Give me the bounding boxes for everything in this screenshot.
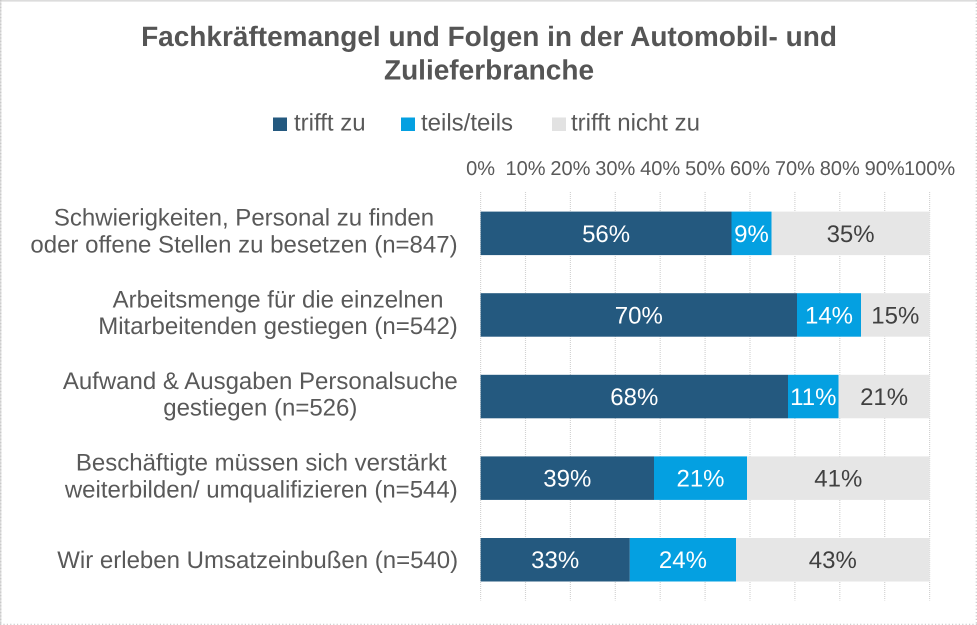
svg-text:trifft zu: trifft zu bbox=[294, 110, 366, 137]
svg-text:24%: 24% bbox=[659, 547, 707, 574]
svg-text:weiterbilden/ umqualifizieren: weiterbilden/ umqualifizieren (n=544) bbox=[64, 476, 458, 503]
svg-text:9%: 9% bbox=[734, 221, 769, 248]
svg-text:Schwierigkeiten, Personal zu f: Schwierigkeiten, Personal zu finden bbox=[54, 205, 434, 232]
svg-text:teils/teils: teils/teils bbox=[421, 110, 513, 137]
svg-text:20%: 20% bbox=[550, 158, 590, 180]
svg-text:90%: 90% bbox=[865, 158, 905, 180]
svg-text:50%: 50% bbox=[685, 158, 725, 180]
svg-text:100%: 100% bbox=[904, 158, 955, 180]
svg-text:10%: 10% bbox=[505, 158, 545, 180]
svg-text:0%: 0% bbox=[466, 158, 495, 180]
svg-text:Mitarbeitenden gestiegen (n=54: Mitarbeitenden gestiegen (n=542) bbox=[98, 313, 458, 340]
svg-text:Arbeitsmenge für die einzelnen: Arbeitsmenge für die einzelnen bbox=[113, 286, 444, 313]
svg-text:43%: 43% bbox=[809, 547, 857, 574]
svg-text:15%: 15% bbox=[871, 302, 919, 329]
svg-text:Fachkräftemangel und Folgen in: Fachkräftemangel und Folgen in der Autom… bbox=[141, 21, 837, 52]
svg-text:gestiegen (n=526): gestiegen (n=526) bbox=[163, 395, 357, 422]
svg-text:Wir erleben Umsatzeinbußen (n=: Wir erleben Umsatzeinbußen (n=540) bbox=[57, 547, 458, 574]
svg-text:trifft nicht zu: trifft nicht zu bbox=[571, 110, 700, 137]
svg-text:60%: 60% bbox=[730, 158, 770, 180]
svg-text:70%: 70% bbox=[615, 302, 663, 329]
svg-text:14%: 14% bbox=[805, 302, 853, 329]
svg-text:68%: 68% bbox=[610, 384, 658, 411]
svg-text:21%: 21% bbox=[676, 466, 724, 493]
svg-text:Beschäftigte müssen sich verst: Beschäftigte müssen sich verstärkt bbox=[76, 450, 447, 477]
svg-text:oder offene Stellen zu besetze: oder offene Stellen zu besetzen (n=847) bbox=[30, 231, 457, 258]
svg-text:33%: 33% bbox=[531, 547, 579, 574]
svg-text:35%: 35% bbox=[827, 221, 875, 248]
svg-text:Aufwand & Ausgaben Personalsuc: Aufwand & Ausgaben Personalsuche bbox=[63, 368, 458, 395]
svg-text:30%: 30% bbox=[595, 158, 635, 180]
svg-text:39%: 39% bbox=[543, 466, 591, 493]
svg-text:40%: 40% bbox=[640, 158, 680, 180]
svg-text:Zulieferbranche: Zulieferbranche bbox=[384, 55, 594, 86]
svg-text:56%: 56% bbox=[582, 221, 630, 248]
svg-text:41%: 41% bbox=[814, 466, 862, 493]
svg-text:21%: 21% bbox=[860, 384, 908, 411]
svg-text:11%: 11% bbox=[790, 384, 836, 411]
svg-text:80%: 80% bbox=[820, 158, 860, 180]
svg-text:70%: 70% bbox=[775, 158, 815, 180]
